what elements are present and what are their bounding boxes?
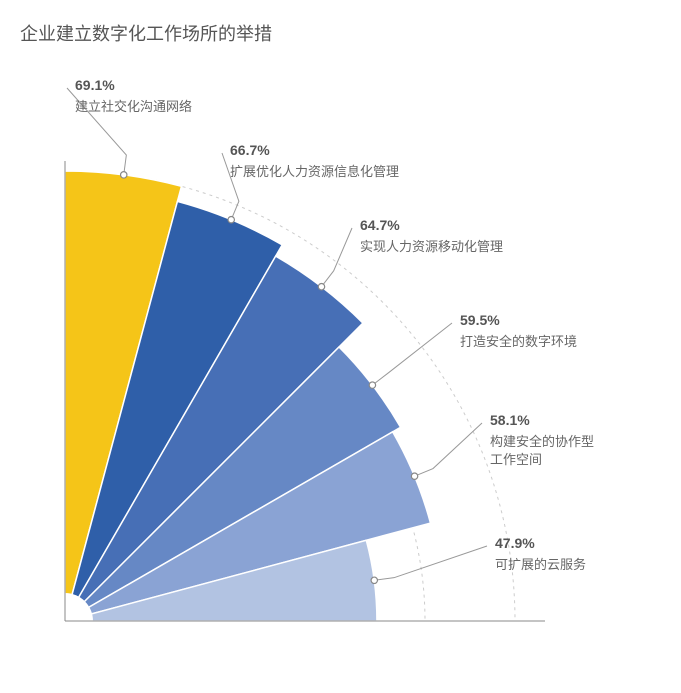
slice-label-1: 66.7% 扩展优化人力资源信息化管理 — [230, 141, 399, 181]
slice-label-3: 59.5% 打造安全的数字环境 — [460, 311, 577, 351]
slice-text-0: 建立社交化沟通网络 — [75, 99, 192, 114]
leader-line-4 — [415, 423, 482, 476]
slice-pct-5: 47.9% — [495, 534, 586, 554]
chart-title: 企业建立数字化工作场所的举措 — [20, 20, 681, 46]
slice-pct-2: 64.7% — [360, 216, 503, 236]
slice-pct-1: 66.7% — [230, 141, 399, 161]
slice-label-5: 47.9% 可扩展的云服务 — [495, 534, 586, 574]
slice-label-4: 58.1% 构建安全的协作型工作空间 — [490, 411, 594, 469]
slice-text-4: 构建安全的协作型工作空间 — [490, 434, 594, 467]
slice-pct-3: 59.5% — [460, 311, 577, 331]
slice-text-1: 扩展优化人力资源信息化管理 — [230, 164, 399, 179]
leader-dot-2 — [318, 284, 324, 290]
leader-dot-5 — [371, 577, 377, 583]
leader-dot-4 — [411, 473, 417, 479]
leader-line-3 — [372, 323, 452, 385]
leader-line-2 — [321, 228, 352, 287]
slice-label-0: 69.1% 建立社交化沟通网络 — [75, 76, 192, 116]
chart-area: 69.1% 建立社交化沟通网络 66.7% 扩展优化人力资源信息化管理 64.7% 实现人… — [20, 56, 680, 646]
slice-text-3: 打造安全的数字环境 — [460, 334, 577, 349]
slice-text-5: 可扩展的云服务 — [495, 557, 586, 572]
leader-dot-0 — [121, 172, 127, 178]
slice-pct-4: 58.1% — [490, 411, 594, 431]
chart-container: 企业建立数字化工作场所的举措 69.1% 建立社交化沟通网络 66.7% 扩展优化人力… — [20, 20, 681, 673]
slice-label-2: 64.7% 实现人力资源移动化管理 — [360, 216, 503, 256]
slice-pct-0: 69.1% — [75, 76, 192, 96]
slice-text-2: 实现人力资源移动化管理 — [360, 239, 503, 254]
leader-line-5 — [374, 546, 487, 580]
leader-dot-1 — [228, 216, 234, 222]
leader-dot-3 — [369, 382, 375, 388]
